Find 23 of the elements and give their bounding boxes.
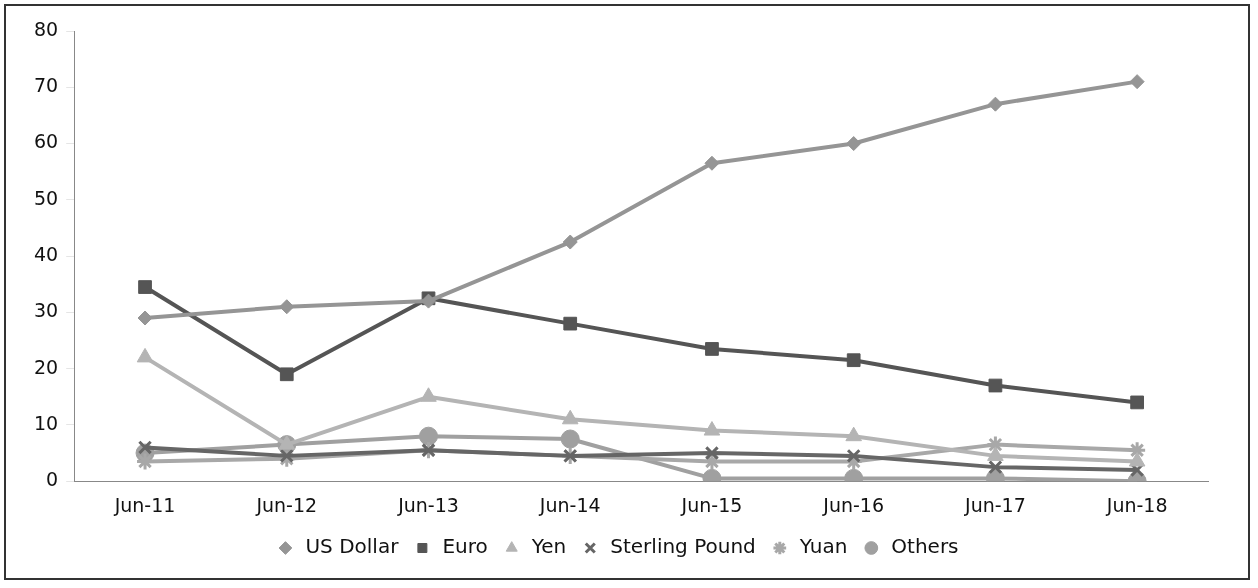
y-tick-label: 40	[33, 243, 59, 266]
legend-label: Euro	[442, 534, 488, 559]
x-tick-label: Jun-12	[255, 493, 318, 516]
y-tick-label: 80	[33, 17, 59, 40]
x-tick-label: Jun-17	[964, 493, 1026, 516]
x-tick-label: Jun-15	[680, 493, 743, 516]
x-tick-label: Jun-11	[113, 493, 176, 516]
y-tick-label: 60	[33, 130, 59, 153]
x-tick-label: Jun-13	[397, 493, 459, 516]
legend-label: Yen	[530, 534, 567, 559]
y-tick-label: 0	[46, 468, 59, 491]
legend-label: US Dollar	[305, 534, 400, 559]
y-tick-label: 20	[33, 355, 59, 378]
y-tick-label: 70	[33, 74, 59, 97]
legend-label: Yuan	[798, 534, 848, 559]
x-tick-label: Jun-18	[1105, 493, 1168, 516]
x-tick-label: Jun-16	[822, 493, 885, 516]
legend-label: Others	[891, 534, 959, 559]
y-tick-label: 10	[33, 411, 59, 434]
legend-label: Sterling Pound	[610, 534, 756, 559]
y-tick-label: 30	[33, 299, 59, 322]
x-tick-label: Jun-14	[538, 493, 601, 516]
y-tick-label: 50	[33, 186, 59, 209]
